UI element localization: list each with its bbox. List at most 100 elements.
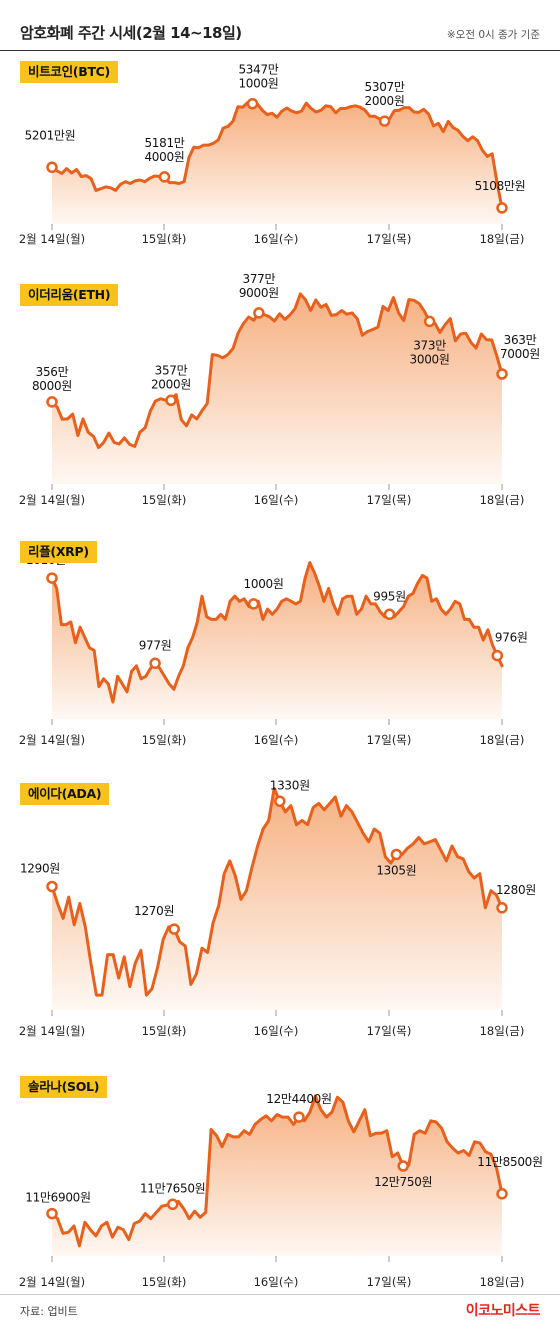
marker-xrp-0 xyxy=(46,572,58,584)
tick-label-xrp-0: 2월 14일(월) xyxy=(19,733,85,747)
tick-label-eth-0: 2월 14일(월) xyxy=(19,493,85,507)
marker-ada-4 xyxy=(496,902,508,914)
value-label-btc-4-0: 5108만원 xyxy=(475,179,526,193)
tick-label-btc-3: 17일(목) xyxy=(367,232,412,246)
tick-label-btc-0: 2월 14일(월) xyxy=(19,232,85,246)
area-sol xyxy=(52,1096,502,1256)
line-btc xyxy=(50,100,504,210)
line-xrp xyxy=(50,561,504,704)
marker-ada-1 xyxy=(168,923,180,935)
value-label-btc-1-0: 5181만 xyxy=(144,136,184,150)
area-btc xyxy=(52,102,502,224)
value-label-xrp-1-0: 977원 xyxy=(139,638,172,652)
value-label-btc-1-1: 4000원 xyxy=(144,150,184,164)
marker-xrp-4 xyxy=(491,649,504,662)
tick-label-sol-0: 2월 14일(월) xyxy=(19,1275,85,1289)
marker-eth-2 xyxy=(253,307,265,319)
coin-label-btc: 비트코인(BTC) xyxy=(20,61,118,83)
value-label-ada-0-0: 1290원 xyxy=(20,862,60,876)
marker-ada-3 xyxy=(390,848,403,861)
line-sol xyxy=(50,1094,504,1248)
coin-label-ada: 에이다(ADA) xyxy=(20,783,110,805)
value-label-btc-2-0: 5347만 xyxy=(238,63,278,77)
brand-logo: 이코노미스트 xyxy=(465,1303,541,1319)
area-eth xyxy=(52,293,502,484)
tick-label-eth-1: 15일(화) xyxy=(142,493,187,507)
marker-xrp-1 xyxy=(149,657,161,670)
tick-label-xrp-2: 16일(수) xyxy=(254,733,299,747)
chart-eth: 2월 14일(월) 15일(화) 16일(수) 17일(목) 18일(금) 356만800… xyxy=(19,272,541,507)
tick-label-ada-2: 16일(수) xyxy=(254,1024,299,1038)
tick-label-btc-4: 18일(금) xyxy=(480,232,525,246)
marker-sol-2 xyxy=(293,1111,305,1123)
value-label-xrp-4-0: 976원 xyxy=(495,631,528,645)
tick-label-eth-4: 18일(금) xyxy=(480,493,525,507)
value-label-sol-3-0: 12만750원 xyxy=(374,1175,432,1189)
area-ada xyxy=(52,788,502,1010)
tick-label-btc-1: 15일(화) xyxy=(142,232,187,246)
value-label-sol-1-0: 11만7650원 xyxy=(140,1181,206,1195)
area-xrp xyxy=(52,562,502,719)
coin-label-xrp: 리플(XRP) xyxy=(20,541,97,563)
value-label-eth-2-1: 9000원 xyxy=(239,286,279,300)
value-label-eth-1-1: 2000원 xyxy=(151,377,191,391)
marker-xrp-3 xyxy=(383,608,396,621)
value-label-sol-2-0: 12만4400원 xyxy=(266,1092,332,1106)
tick-label-xrp-3: 17일(목) xyxy=(367,733,412,747)
tick-label-eth-3: 17일(목) xyxy=(367,493,412,507)
chart-xrp: 2월 14일(월)15일(화)16일(수)17일(목)18일(금)1010원97… xyxy=(19,553,528,747)
tick-label-btc-2: 16일(수) xyxy=(254,232,299,246)
chart-sol: 2월 14일(월) 15일(화) 16일(수) 17일(목) 18일(금) 11만6900… xyxy=(19,1092,543,1289)
value-label-ada-3-0: 1305원 xyxy=(376,864,416,878)
marker-eth-3 xyxy=(423,315,436,328)
marker-eth-0 xyxy=(46,396,58,408)
coin-label-sol: 솔라나(SOL) xyxy=(20,1076,108,1098)
marker-sol-0 xyxy=(46,1207,58,1220)
value-label-eth-2-0: 377만 xyxy=(243,272,276,286)
value-label-btc-0-0: 5201만원 xyxy=(25,128,76,142)
value-label-sol-0-0: 11만6900원 xyxy=(25,1191,91,1205)
marker-xrp-2 xyxy=(247,598,260,610)
value-label-eth-4-0: 363만 xyxy=(504,333,537,347)
tick-label-ada-0: 2월 14일(월) xyxy=(19,1024,85,1038)
marker-btc-4 xyxy=(496,202,508,214)
marker-eth-1 xyxy=(165,394,177,407)
tick-label-xrp-1: 15일(화) xyxy=(142,733,187,747)
header-rule xyxy=(0,50,560,51)
coin-label-eth: 이더리움(ETH) xyxy=(20,284,119,306)
value-label-sol-4-0: 11만8500원 xyxy=(477,1155,543,1169)
line-ada xyxy=(50,787,504,997)
basis-note: ※오전 0시 종가 기준 xyxy=(446,29,540,41)
value-label-eth-4-1: 7000원 xyxy=(500,347,540,361)
value-label-ada-4-0: 1280원 xyxy=(496,883,536,897)
marker-sol-1 xyxy=(166,1198,179,1211)
tick-label-sol-1: 15일(화) xyxy=(142,1275,187,1289)
chart-btc: 2월 14일(월) 15일(화) 16일(수) 17일(목) 18일(금) 5201만원 5… xyxy=(19,63,526,246)
value-label-eth-0-1: 8000원 xyxy=(32,379,72,393)
marker-sol-4 xyxy=(496,1188,508,1200)
marker-ada-0 xyxy=(46,880,58,893)
tick-label-eth-2: 16일(수) xyxy=(254,493,299,507)
source-note: 자료: 업비트 xyxy=(20,1305,78,1318)
marker-btc-0 xyxy=(46,161,58,174)
tick-label-xrp-4: 18일(금) xyxy=(480,733,525,747)
marker-ada-2 xyxy=(274,795,286,808)
header: 암호화폐 주간 시세(2월 14~18일) ※오전 0시 종가 기준 xyxy=(0,0,560,50)
tick-label-ada-4: 18일(금) xyxy=(480,1024,525,1038)
value-label-xrp-2-0: 1000원 xyxy=(244,577,284,591)
value-label-eth-0-0: 356만 xyxy=(36,365,69,379)
tick-label-ada-1: 15일(화) xyxy=(142,1024,187,1038)
tick-label-sol-2: 16일(수) xyxy=(254,1275,299,1289)
value-label-btc-2-1: 1000원 xyxy=(238,77,278,91)
value-label-btc-3-0: 5307만 xyxy=(365,80,405,94)
marker-sol-3 xyxy=(397,1160,409,1172)
value-label-eth-3-1: 3000원 xyxy=(410,352,450,366)
value-label-btc-3-1: 2000원 xyxy=(365,94,405,108)
chart-ada: 2월 14일(월) 15일(화) 16일(수) 17일(목) 18일(금) 1290원 12… xyxy=(19,778,537,1038)
value-label-ada-2-0: 1330원 xyxy=(270,778,310,792)
value-label-ada-1-0: 1270원 xyxy=(134,904,174,918)
tick-label-sol-4: 18일(금) xyxy=(480,1275,525,1289)
value-label-xrp-3-0: 995원 xyxy=(373,589,406,603)
tick-label-ada-3: 17일(목) xyxy=(367,1024,412,1038)
